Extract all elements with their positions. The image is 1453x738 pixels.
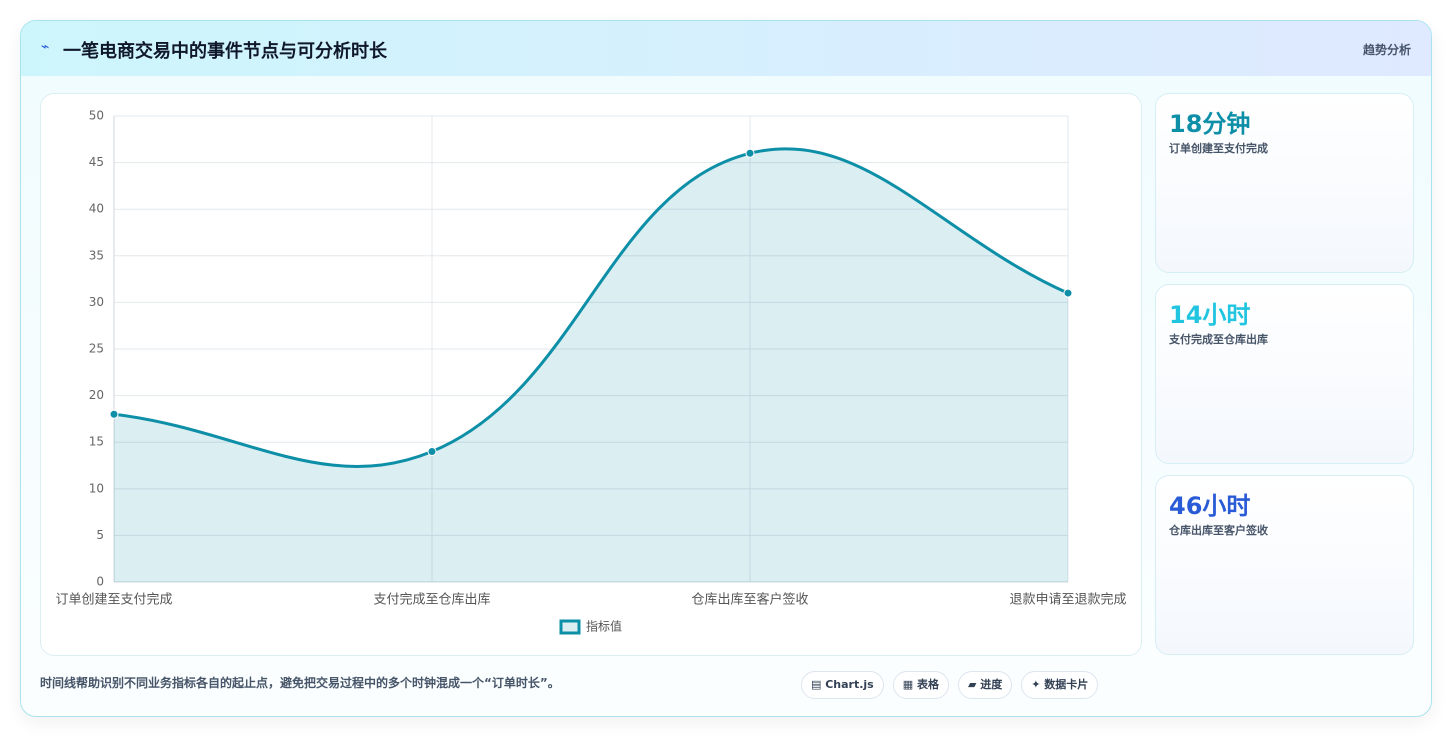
- y-tick-label: 30: [89, 295, 104, 309]
- stat-label: 订单创建至支付完成: [1169, 142, 1268, 155]
- y-tick-label: 50: [89, 109, 104, 123]
- y-tick-label: 35: [89, 248, 104, 262]
- stat-label: 仓库出库至客户签收: [1169, 524, 1268, 537]
- x-tick-label: 退款申请至退款完成: [1009, 593, 1126, 608]
- y-tick-label: 10: [89, 481, 104, 495]
- button[interactable]: ✦ 数据卡片: [1021, 671, 1099, 699]
- header: ⌁ 一笔电商交易中的事件节点与可分析时长 趋势分析: [21, 21, 1431, 76]
- legend-swatch: [559, 619, 581, 635]
- dashboard-card: ⌁ 一笔电商交易中的事件节点与可分析时长 趋势分析 0 5 10 15 20 25 30 35…: [20, 20, 1432, 717]
- point: [1063, 288, 1073, 298]
- y-tick-label: 45: [89, 155, 104, 169]
- footer-note: 时间线帮助识别不同业务指标各自的起止点，避免把交易过程中的多个时钟混成一个“订单…: [40, 676, 560, 690]
- stat-value: 46小时: [1169, 492, 1251, 520]
- x-tick-label: 仓库出库至客户签收: [691, 592, 808, 608]
- point: [109, 409, 119, 419]
- x-tick-label: 支付完成至仓库出库: [373, 592, 490, 608]
- legend-label: 指标值: [586, 619, 622, 634]
- y-tick-label: 5: [96, 528, 104, 542]
- header-action[interactable]: 趋势分析: [1362, 43, 1411, 57]
- chart-panel: 0 5 10 15 20 25 30 35 40 45 50 订单创建至支付完成 支付完成至仓库出库 仓库…: [40, 93, 1142, 656]
- area: [114, 148, 1068, 583]
- y-tick-label: 20: [89, 388, 104, 402]
- button[interactable]: ▤ Chart.js: [801, 671, 884, 699]
- title: 一笔电商交易中的事件节点与可分析时长: [63, 41, 387, 62]
- y-tick-label: 0: [96, 575, 104, 589]
- button[interactable]: ▦ 表格: [892, 671, 949, 699]
- point: [427, 447, 437, 457]
- stat-card: 46小时 仓库出库至客户签收: [1155, 475, 1414, 655]
- y-tick-label: 25: [89, 342, 104, 356]
- stat-value: 18分钟: [1169, 110, 1251, 138]
- point: [745, 148, 755, 158]
- stat-label: 支付完成至仓库出库: [1169, 333, 1268, 346]
- line: [113, 147, 1069, 468]
- button[interactable]: ▰ 进度: [957, 671, 1013, 699]
- x-tick-label: 订单创建至支付完成: [55, 593, 172, 608]
- stat-card: 18分钟 订单创建至支付完成: [1155, 93, 1414, 273]
- stat-card: 14小时 支付完成至仓库出库: [1155, 284, 1414, 464]
- button-row: ▤ Chart.js ▦ 表格 ▰ 进度 ✦ 数据卡片: [801, 671, 1099, 699]
- y-tick-label: 15: [89, 435, 104, 449]
- header-icon: ⌁: [41, 39, 50, 55]
- chart: 0 5 10 15 20 25 30 35 40 45 50 订单创建至支付完成 支付完成至仓库出库 仓库…: [55, 109, 1127, 635]
- y-tick-label: 40: [89, 202, 104, 216]
- stat-value: 14小时: [1169, 301, 1251, 329]
